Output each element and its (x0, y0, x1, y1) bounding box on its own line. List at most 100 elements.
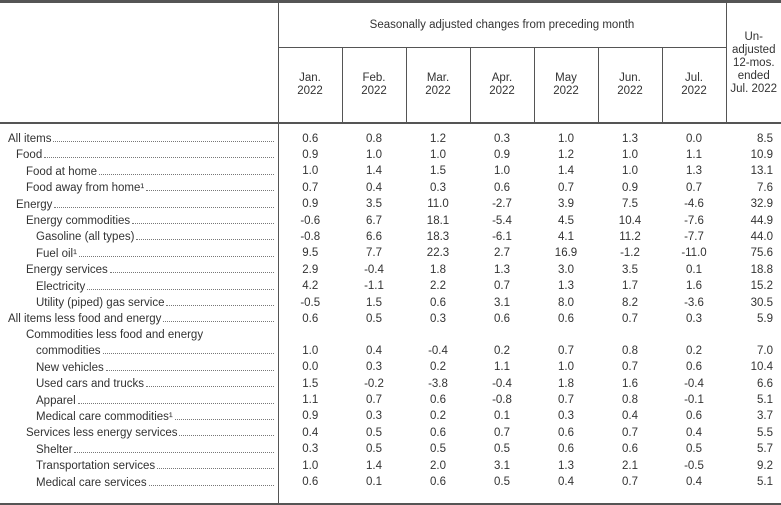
table-row: Utility (piped) gas service -0.5 1.5 0.6 3.1… (0, 295, 781, 312)
cell-value: 1.2 (558, 148, 574, 161)
row-label: Gasoline (all types) (36, 231, 135, 244)
table-top-rule (0, 0, 781, 3)
cell-value: 1.3 (494, 263, 510, 276)
dot-leader (53, 131, 274, 142)
cell-value: 8.0 (558, 296, 574, 309)
table-row: Energy 0.9 3.5 11.0 -2.7 3.9 7.5 -4.6 32.9 (0, 196, 781, 214)
cell-value: -0.1 (684, 394, 704, 406)
cell-value: 0.3 (302, 443, 319, 456)
cell-value: 1.0 (622, 148, 638, 161)
table-row: Medical care services 0.6 0.1 0.6 0.5 0.4 0.7 0… (0, 474, 781, 491)
year-label: 2022 (297, 85, 323, 97)
cell-value: 2.0 (430, 459, 446, 472)
year-label: 2022 (425, 85, 451, 97)
table-row: Shelter 0.3 0.5 0.5 0.5 0.6 0.6 0.5 5.7 (0, 441, 781, 459)
table-row: Food 0.9 1.0 1.0 0.9 1.2 1.0 1.1 10.9 (0, 147, 781, 164)
cell-value: -11.0 (681, 247, 707, 260)
table-row: Transportation services 1.0 1.4 2.0 3.1 1.3 2.… (0, 458, 781, 475)
row-label: Services less energy services (26, 427, 178, 440)
month-header-5: Jun. 2022 (597, 47, 662, 124)
cell-value: 2.2 (430, 280, 446, 293)
cell-value: 0.7 (622, 312, 638, 325)
cell-value: 0.1 (686, 263, 702, 276)
table-row: Apparel 1.1 0.7 0.6 -0.8 0.7 0.8 -0.1 5.1 (0, 392, 781, 409)
dot-leader (54, 197, 274, 208)
cell-value: 1.3 (622, 132, 638, 145)
cell-value: -0.2 (364, 377, 384, 390)
cell-value: 13.1 (750, 165, 773, 178)
cell-value: 1.5 (366, 296, 382, 309)
cell-value: 0.6 (494, 312, 510, 325)
cell-value: 5.1 (757, 394, 773, 406)
cell-value: 0.7 (494, 426, 510, 439)
cell-value: -0.5 (684, 459, 704, 472)
cell-value: 1.6 (622, 377, 638, 390)
cell-value: 0.8 (622, 344, 638, 357)
cell-value: 1.7 (622, 280, 638, 293)
cell-value: 1.3 (558, 459, 574, 472)
cell-value: 0.5 (494, 443, 510, 456)
cell-value: 1.6 (686, 280, 702, 293)
cell-value: -5.4 (492, 214, 512, 227)
cell-value: 18.1 (426, 214, 450, 227)
row-label: Medical care services (36, 476, 147, 489)
cell-value: 16.9 (554, 247, 578, 260)
row-label: All items (8, 133, 52, 145)
row-label: Food (16, 149, 43, 162)
dot-leader (148, 475, 274, 486)
cell-value: -4.6 (684, 198, 704, 211)
cell-value: 0.7 (622, 476, 638, 489)
year-label: 2022 (617, 85, 643, 97)
cell-value: 1.3 (558, 280, 574, 293)
cell-value: 0.4 (558, 476, 574, 489)
cell-value: 0.4 (622, 410, 638, 423)
dot-leader (102, 343, 274, 355)
year-label: 2022 (361, 85, 387, 97)
cell-value: 1.4 (558, 165, 574, 178)
cell-value: 1.0 (430, 148, 446, 161)
cell-value: -7.6 (684, 214, 704, 227)
cell-value: 44.0 (750, 230, 773, 243)
row-label: Energy services (26, 264, 108, 277)
cell-value: 5.7 (757, 443, 773, 456)
cell-value: 0.9 (302, 198, 319, 211)
cell-value: 0.6 (686, 410, 702, 423)
cell-value: 0.4 (686, 426, 702, 439)
cell-value: 3.9 (558, 198, 574, 211)
cell-value: 0.7 (302, 181, 319, 194)
cell-value: 0.8 (622, 394, 638, 406)
cell-value: -6.1 (492, 230, 512, 243)
cell-value: 30.5 (750, 296, 773, 309)
cell-value: 0.7 (622, 426, 638, 439)
cell-value: 3.5 (622, 263, 638, 276)
cell-value: 0.6 (686, 361, 702, 374)
year-label: 2022 (681, 85, 707, 97)
cell-value: 7.0 (757, 344, 773, 357)
dot-leader (132, 213, 274, 225)
cell-value: 6.6 (366, 230, 382, 243)
cell-value: 7.6 (757, 181, 773, 194)
cell-value: -1.2 (620, 247, 640, 260)
table-row: Electricity 4.2 -1.1 2.2 0.7 1.3 1.7 1.6 15.2 (0, 278, 781, 296)
year-label: 2022 (489, 85, 515, 97)
cell-value: 0.7 (494, 280, 510, 293)
cell-value: 0.3 (366, 361, 382, 374)
cell-value: 1.0 (302, 459, 319, 472)
month-label: Jul. (685, 72, 703, 84)
dot-leader (136, 229, 274, 241)
row-label: Energy commodities (26, 215, 131, 228)
cell-value: 0.2 (430, 361, 446, 374)
table-row: Energy commodities -0.6 6.7 18.1 -5.4 4.5 10.4… (0, 213, 781, 230)
cell-value: 0.8 (366, 132, 382, 145)
month-header-4: May 2022 (533, 47, 598, 124)
row-label: commodities (36, 345, 101, 358)
cell-value: 4.1 (558, 230, 574, 243)
dot-leader (78, 246, 274, 257)
cell-value: 0.5 (494, 476, 510, 489)
cell-value: 0.6 (622, 443, 638, 456)
row-label: Apparel (36, 394, 76, 407)
table-row: Services less energy services 0.4 0.5 0.6 0.… (0, 425, 781, 442)
month-header-1: Feb. 2022 (341, 47, 406, 124)
cell-value: 0.3 (430, 312, 446, 325)
spacer (0, 123, 279, 131)
